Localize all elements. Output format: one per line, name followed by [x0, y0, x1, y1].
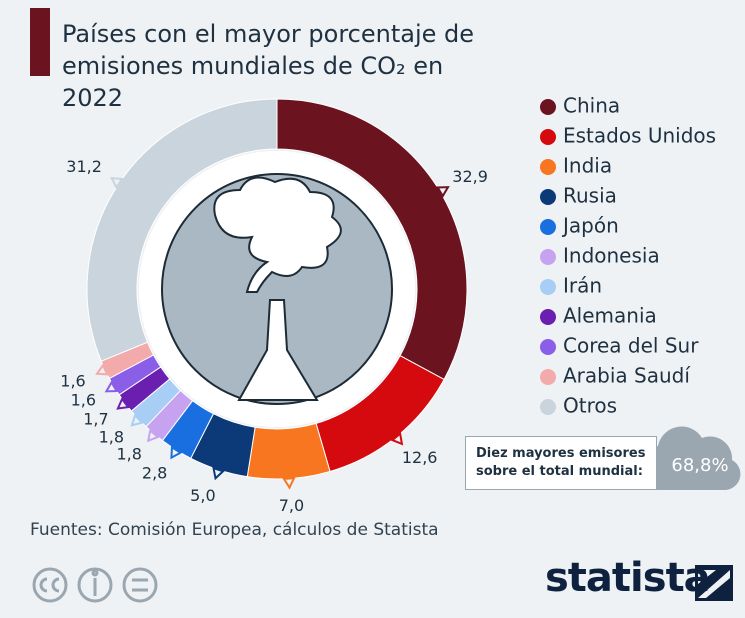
data-label: 1,8 [116, 445, 141, 464]
legend-label: Indonesia [563, 244, 660, 268]
license-icons [34, 569, 156, 601]
legend-marker [540, 159, 556, 175]
data-label: 12,6 [402, 448, 438, 467]
legend-marker [540, 249, 556, 265]
annotation-text: Diez mayores emisores sobre el total mun… [476, 445, 646, 481]
legend-marker [540, 129, 556, 145]
legend-label: Otros [563, 394, 617, 418]
legend-marker [540, 219, 556, 235]
annotation-box: Diez mayores emisores sobre el total mun… [465, 436, 657, 490]
brand: statista [545, 555, 710, 601]
legend-label: Alemania [563, 304, 657, 328]
legend-marker [540, 369, 556, 385]
legend-label: Irán [563, 274, 602, 298]
label-pointer [211, 468, 223, 480]
data-label: 1,6 [71, 391, 96, 410]
legend-marker [540, 309, 556, 325]
data-label: 7,0 [279, 496, 304, 515]
legend-label: Corea del Sur [563, 334, 699, 358]
data-label: 31,2 [66, 157, 102, 176]
legend-label: Estados Unidos [563, 124, 716, 148]
legend-label: Arabia Saudí [563, 364, 691, 388]
legend-label: India [563, 154, 612, 178]
slice [247, 423, 330, 479]
infographic: Países con el mayor porcentaje de emisio… [0, 0, 745, 618]
legend-label: Rusia [563, 184, 617, 208]
legend-marker [540, 189, 556, 205]
data-label: 1,7 [83, 409, 108, 428]
source: Fuentes: Comisión Europea, cálculos de S… [30, 520, 439, 540]
legend-label: Japón [561, 214, 619, 238]
label-pointer [284, 478, 295, 488]
legend-marker [540, 339, 556, 355]
data-label: 1,6 [60, 371, 85, 390]
annotation-value: 68,8% [671, 455, 728, 476]
data-label: 5,0 [190, 486, 215, 505]
data-label: 32,9 [452, 167, 488, 186]
data-label: 2,8 [142, 463, 167, 482]
legend-marker [540, 99, 556, 115]
legend-label: China [563, 94, 620, 118]
data-label: 1,8 [99, 428, 124, 447]
legend-marker [540, 279, 556, 295]
legend-marker [540, 399, 556, 415]
